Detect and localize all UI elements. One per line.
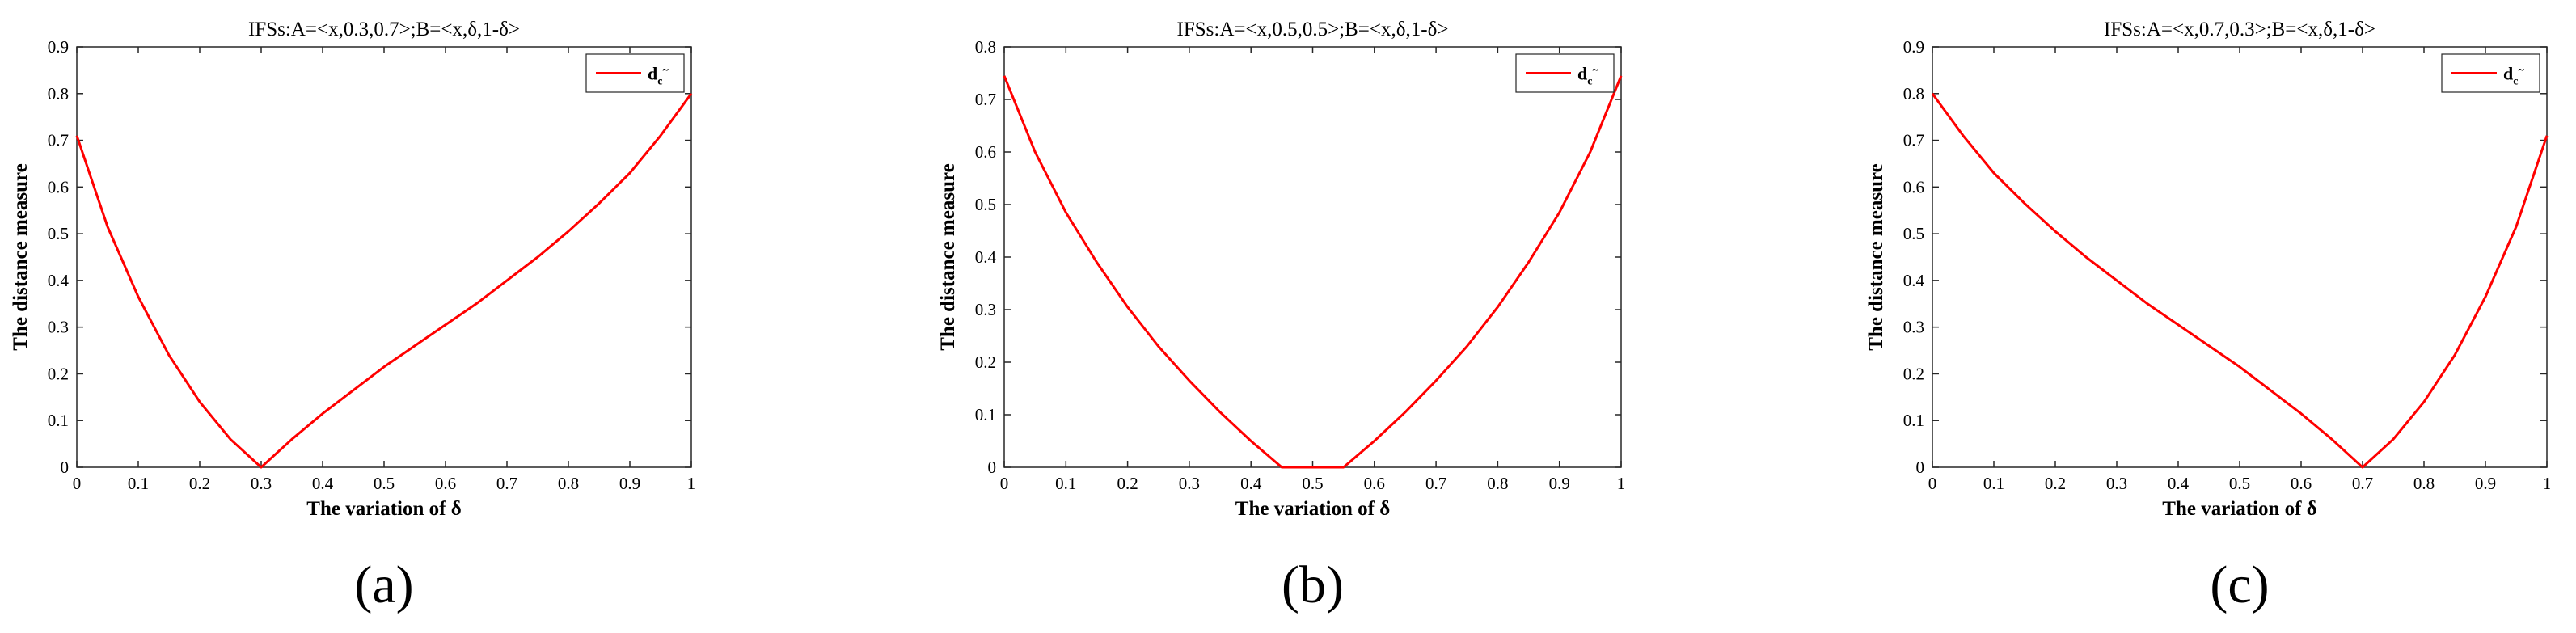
x-tick-label: 0.9	[1549, 474, 1570, 493]
legend-main: d	[1577, 64, 1587, 84]
axes-box	[1932, 46, 2548, 468]
x-tick-label: 0.8	[558, 474, 579, 493]
y-axis-label: The distance measure	[10, 163, 32, 350]
y-tick-label: 0.1	[975, 405, 996, 424]
x-tick-label: 0.6	[2291, 474, 2312, 493]
x-tick-label: 0	[73, 474, 82, 493]
series-line-1	[1003, 75, 1623, 469]
y-tick-label: 0.4	[975, 247, 997, 267]
x-axis-label: The variation of δ	[306, 498, 461, 520]
legend: dc~	[2441, 53, 2540, 93]
y-tick-label: 0.1	[48, 411, 69, 430]
chart-panel-2: IFSs:A=<x,0.5,0.5>;B=<x,δ,1-δ> 0 0.1 0.2 0.3…	[937, 19, 1625, 614]
y-tick-label: 0.5	[48, 224, 69, 243]
legend-label: dc~	[648, 64, 669, 88]
legend-label: dc~	[1577, 64, 1598, 88]
chart-title: IFSs:A=<x,0.3,0.7>;B=<x,δ,1-δ>	[248, 19, 520, 40]
x-tick-label: 0.9	[619, 474, 640, 493]
legend: dc~	[1515, 53, 1615, 93]
x-tick-label: 0	[1000, 474, 1009, 493]
y-tick-label: 0.8	[975, 37, 996, 57]
x-tick-label: 0.3	[2106, 474, 2127, 493]
chart-panel-3: IFSs:A=<x,0.7,0.3>;B=<x,δ,1-δ> 0 0.1 0.2 0.3…	[1865, 19, 2551, 614]
y-tick-label: 0	[61, 458, 70, 477]
y-tick-label: 0.8	[1903, 84, 1924, 103]
series-line-1	[75, 92, 693, 469]
y-axis-label: The distance measure	[1865, 163, 1887, 350]
x-tick-label: 0.3	[251, 474, 272, 493]
y-tick-label: 0.4	[1903, 271, 1925, 290]
legend-label: dc~	[2503, 64, 2524, 88]
y-tick-label: 0.7	[1903, 131, 1924, 150]
y-tick-label: 0.6	[1903, 177, 1924, 196]
x-tick-label: 0.1	[1055, 474, 1076, 493]
y-tick-label: 0	[988, 458, 997, 477]
y-tick-label: 0.4	[48, 271, 70, 290]
y-tick-label: 0.6	[975, 142, 996, 162]
panel-caption: (c)	[2210, 555, 2269, 614]
x-tick-label: 0.6	[1364, 474, 1385, 493]
y-tick-label: 0.7	[48, 131, 69, 150]
x-tick-label: 0.7	[1425, 474, 1446, 493]
y-tick-label: 0.2	[975, 352, 996, 372]
x-tick-label: 0.4	[2168, 474, 2190, 493]
legend-sub: c	[1587, 76, 1592, 88]
y-tick-label: 0.9	[48, 37, 69, 57]
x-tick-label: 0.7	[2352, 474, 2373, 493]
x-tick-label: 0.3	[1179, 474, 1200, 493]
series-line-1	[1931, 92, 2549, 469]
chart-panel-1: IFSs:A=<x,0.3,0.7>;B=<x,δ,1-δ> 0 0.1 0.2 0.3…	[10, 19, 695, 614]
x-tick-label: 0.7	[496, 474, 517, 493]
x-tick-label: 0.5	[1302, 474, 1323, 493]
x-tick-label: 0.1	[128, 474, 149, 493]
chart-title: IFSs:A=<x,0.7,0.3>;B=<x,δ,1-δ>	[2104, 19, 2375, 40]
x-tick-label: 0.6	[435, 474, 456, 493]
y-axis-label: The distance measure	[937, 163, 959, 350]
chart-title: IFSs:A=<x,0.5,0.5>;B=<x,δ,1-δ>	[1177, 19, 1449, 40]
x-tick-label: 0.2	[189, 474, 210, 493]
x-tick-label: 0.1	[1983, 474, 2004, 493]
x-tick-label: 0.4	[1240, 474, 1262, 493]
x-tick-label: 1	[2543, 474, 2552, 493]
y-tick-label: 0.1	[1903, 411, 1924, 430]
legend-sup: ~	[662, 65, 669, 77]
y-tick-label: 0.5	[975, 195, 996, 214]
y-tick-label: 0.9	[1903, 37, 1924, 57]
panel-caption: (b)	[1282, 555, 1344, 614]
axes-box	[76, 46, 692, 468]
y-tick-label: 0	[1916, 458, 1925, 477]
x-tick-label: 1	[1617, 474, 1626, 493]
x-tick-label: 0.8	[2413, 474, 2435, 493]
y-tick-label: 0.8	[48, 84, 69, 103]
y-tick-label: 0.5	[1903, 224, 1924, 243]
x-tick-label: 0.2	[2045, 474, 2066, 493]
x-tick-label: 0.8	[1487, 474, 1508, 493]
x-tick-label: 0	[1928, 474, 1937, 493]
y-tick-label: 0.2	[48, 364, 69, 383]
y-tick-label: 0.2	[1903, 364, 1924, 383]
legend: dc~	[585, 53, 685, 93]
legend-main: d	[648, 64, 657, 84]
y-tick-label: 0.3	[48, 318, 69, 337]
x-axis-label: The variation of δ	[2162, 498, 2316, 520]
panel-caption: (a)	[354, 555, 413, 614]
legend-sub: c	[657, 76, 662, 88]
legend-sup: ~	[2518, 65, 2524, 77]
y-tick-label: 0.3	[975, 300, 996, 319]
y-tick-label: 0.6	[48, 177, 69, 196]
x-tick-label: 0.9	[2475, 474, 2496, 493]
x-tick-label: 0.4	[312, 474, 334, 493]
legend-sup: ~	[1592, 65, 1598, 77]
legend-sub: c	[2513, 76, 2518, 88]
legend-main: d	[2503, 64, 2513, 84]
x-tick-label: 0.2	[1117, 474, 1138, 493]
x-tick-label: 0.5	[2229, 474, 2250, 493]
y-tick-label: 0.3	[1903, 318, 1924, 337]
x-axis-label: The variation of δ	[1235, 498, 1390, 520]
x-tick-label: 1	[687, 474, 696, 493]
y-tick-label: 0.7	[975, 90, 996, 109]
axes-box	[1003, 46, 1622, 468]
x-tick-label: 0.5	[374, 474, 395, 493]
